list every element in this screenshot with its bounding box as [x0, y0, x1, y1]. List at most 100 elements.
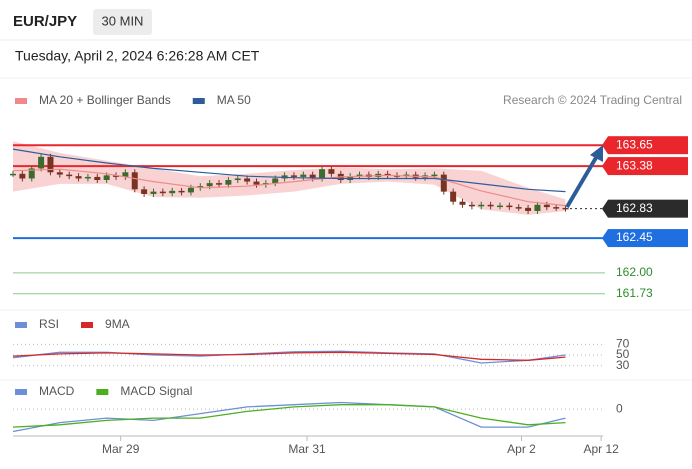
level-label-box	[608, 136, 688, 155]
candle	[225, 180, 232, 185]
level-label-pointer	[602, 136, 608, 155]
legend-label: MA 20 + Bollinger Bands	[39, 93, 171, 107]
candle	[234, 178, 241, 181]
candle	[94, 176, 101, 181]
credit: Research © 2024 Trading Central	[503, 93, 682, 107]
legend-swatch	[192, 98, 205, 104]
candle	[553, 207, 560, 209]
candle	[150, 191, 157, 194]
candle	[459, 201, 466, 205]
candle	[534, 204, 541, 211]
y-tick-label: 50	[616, 347, 630, 361]
candle	[562, 207, 569, 210]
x-tick-label: Apr 12	[583, 442, 619, 456]
candle	[440, 174, 447, 192]
y-tick-label: 0	[616, 401, 623, 415]
plot-layer: 163.65 163.38 162.83 162.45 162.00 161.73 MA 2…	[0, 93, 692, 456]
candle	[103, 175, 110, 181]
indicator-line	[12, 404, 566, 428]
interval-pill	[93, 9, 152, 35]
candle	[525, 207, 532, 211]
legend-swatch	[15, 98, 27, 104]
candle	[122, 172, 129, 177]
candle	[478, 204, 485, 207]
level-label-pointer	[602, 157, 608, 176]
legend-label: RSI	[39, 317, 59, 331]
candle	[178, 190, 185, 193]
candle	[206, 183, 213, 187]
candle	[543, 204, 550, 208]
legend-swatch	[15, 389, 27, 395]
candle	[187, 187, 194, 193]
level-label: 162.45	[616, 230, 653, 244]
candle	[84, 176, 91, 179]
candle	[169, 190, 176, 194]
level-label: 161.73	[616, 286, 653, 300]
forecast-arrow	[565, 154, 599, 209]
candle	[384, 173, 391, 176]
candle	[319, 169, 326, 179]
candle	[468, 204, 475, 207]
candle	[487, 204, 494, 207]
legend-label: MA 50	[217, 93, 251, 107]
candle	[506, 205, 513, 208]
forecast-arrowhead	[590, 145, 603, 162]
timestamp: Tuesday, April 2, 2024 6:26:28 AM CET	[15, 48, 260, 64]
level-label-box	[608, 199, 688, 218]
legend-label: 9MA	[105, 317, 130, 331]
legend-swatch	[15, 322, 27, 328]
candle	[450, 191, 457, 202]
candle	[10, 173, 16, 176]
candle	[431, 174, 438, 177]
candle	[28, 168, 35, 179]
indicator-line	[12, 401, 566, 433]
y-tick-label: 70	[616, 337, 630, 351]
candle	[66, 174, 73, 177]
legend-label: MACD	[39, 384, 75, 398]
symbol: EUR/JPY	[13, 13, 77, 30]
x-tick-label: Apr 2	[507, 442, 536, 456]
candle	[131, 172, 138, 190]
candle	[244, 178, 251, 182]
moving-average	[12, 148, 566, 193]
candle	[56, 172, 63, 175]
legend-label: MACD Signal	[120, 384, 192, 398]
level-label: 163.38	[616, 158, 653, 172]
level-label: 163.65	[616, 137, 653, 151]
legend-swatch	[81, 322, 94, 328]
candle	[328, 169, 335, 174]
legend-swatch	[96, 389, 109, 395]
moving-average	[12, 168, 566, 207]
level-label: 162.00	[616, 265, 653, 279]
candle	[290, 175, 297, 177]
level-label: 162.83	[616, 201, 653, 215]
indicator-line	[12, 351, 566, 361]
candle	[253, 181, 260, 185]
candle	[515, 207, 522, 209]
candle	[113, 175, 120, 177]
candle	[272, 178, 279, 184]
candle	[75, 176, 82, 179]
candle	[496, 205, 503, 208]
candle	[309, 174, 316, 179]
candle	[141, 189, 148, 194]
candle	[19, 173, 26, 179]
level-label-pointer	[602, 199, 608, 218]
level-label-box	[608, 157, 688, 176]
level-label-box	[608, 229, 688, 248]
interval: 30 MIN	[102, 13, 144, 28]
candle	[356, 174, 363, 177]
candle	[403, 174, 410, 177]
candle	[47, 156, 54, 173]
candle	[159, 191, 166, 194]
x-tick-label: Mar 31	[288, 442, 326, 456]
y-tick-label: 30	[616, 358, 630, 372]
level-label-pointer	[602, 229, 608, 248]
candle	[38, 156, 45, 169]
candle	[216, 183, 223, 185]
candle	[197, 186, 204, 188]
candle	[300, 174, 307, 177]
x-tick-label: Mar 29	[102, 442, 140, 456]
